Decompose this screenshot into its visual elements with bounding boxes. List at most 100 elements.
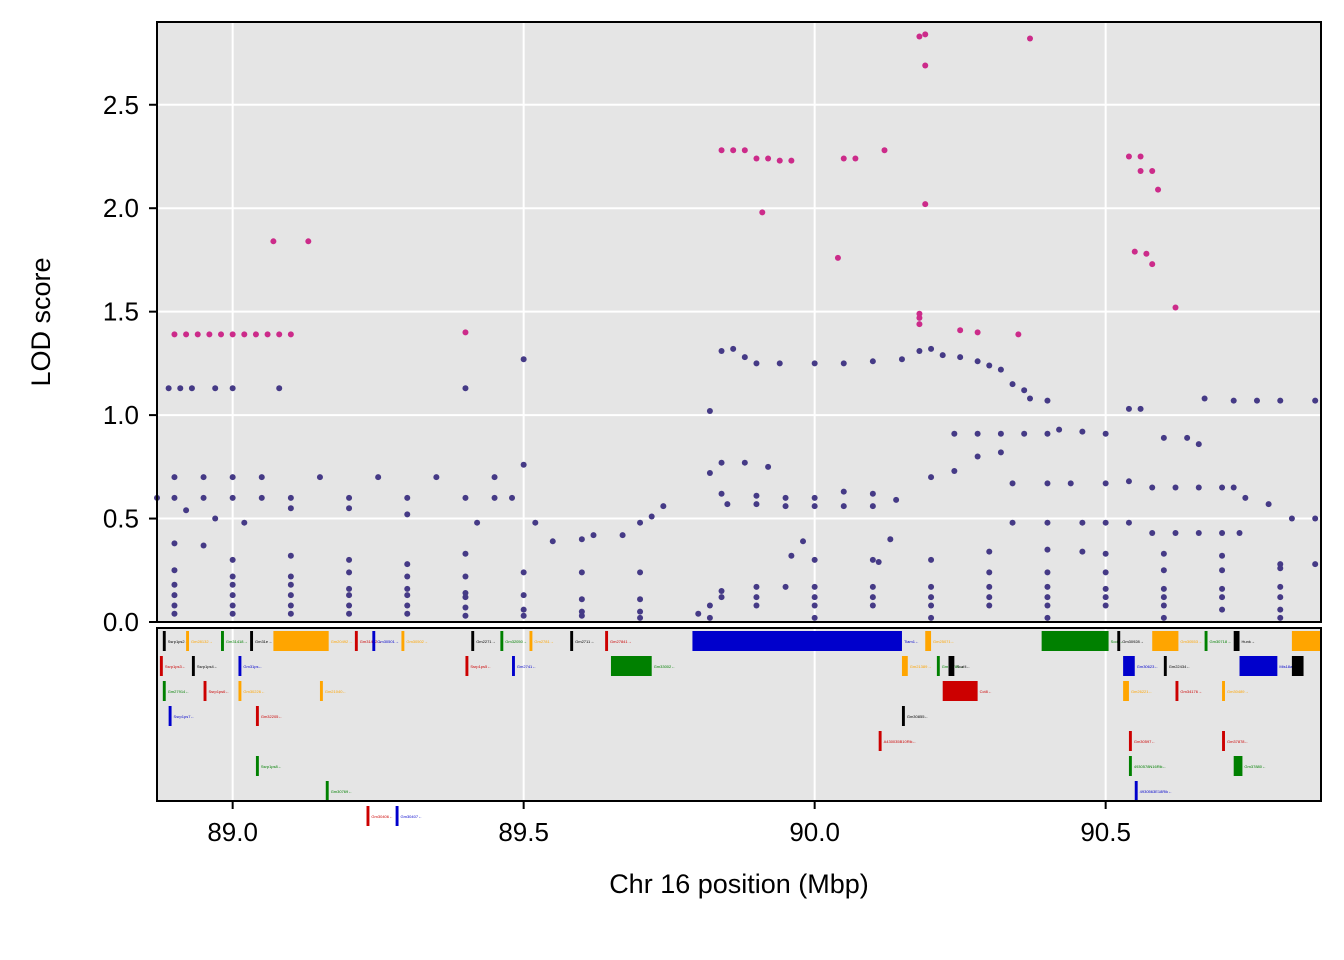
highlight-point	[765, 155, 772, 162]
gene-block	[168, 706, 172, 726]
gene-label: Gm28132→	[191, 639, 213, 644]
lod-point	[951, 430, 958, 437]
lod-point	[619, 532, 626, 539]
lod-point	[986, 594, 993, 601]
lod-point	[171, 567, 178, 574]
gene-block	[1291, 631, 1321, 651]
lod-point	[811, 494, 818, 501]
y-tick-label: 2.5	[103, 90, 139, 120]
lod-point	[718, 459, 725, 466]
lod-point	[765, 463, 772, 470]
highlight-point	[776, 157, 783, 164]
lod-point	[462, 550, 469, 557]
lod-point	[986, 569, 993, 576]
highlight-point	[974, 329, 981, 336]
gene-label: Sod1←	[1111, 639, 1124, 644]
gene-label: 4930578N16Rik←	[1134, 764, 1167, 769]
highlight-point	[194, 331, 201, 338]
highlight-point	[287, 331, 294, 338]
lod-point	[287, 552, 294, 559]
lod-point	[171, 474, 178, 481]
lod-point	[1044, 397, 1051, 404]
lod-point	[1044, 480, 1051, 487]
lod-point	[1230, 484, 1237, 491]
lod-point	[637, 519, 644, 526]
lod-point	[578, 596, 585, 603]
lod-point	[840, 488, 847, 495]
lod-point	[916, 347, 923, 354]
y-tick-label: 2.0	[103, 193, 139, 223]
lod-point	[1160, 594, 1167, 601]
lod-point	[1219, 594, 1226, 601]
gene-label: Ssrp1ps6←	[208, 689, 229, 694]
lod-point	[578, 612, 585, 619]
gene-label: Gm30928→	[1122, 639, 1144, 644]
lod-point	[718, 594, 725, 601]
lod-point	[1230, 397, 1237, 404]
gene-label: Gm30597←	[1134, 739, 1156, 744]
lod-point	[520, 569, 527, 576]
gene-label: Gm27841→	[610, 639, 632, 644]
gene-block	[692, 631, 902, 651]
lod-point	[200, 474, 207, 481]
lod-point	[776, 360, 783, 367]
lod-point	[1277, 565, 1284, 572]
gene-label: Gm30502→	[406, 639, 428, 644]
lod-point	[1021, 430, 1028, 437]
lod-point	[1044, 569, 1051, 576]
y-tick-label: 0.0	[103, 607, 139, 637]
gene-label: Gm2781→	[534, 639, 553, 644]
lod-point	[287, 573, 294, 580]
lod-point	[433, 474, 440, 481]
gene-block	[401, 631, 405, 651]
gene-track: Ssrp1ps2→ Gm28132→ Gm31418→ Gm31e→ Gm20492→ G…	[159, 631, 1321, 826]
lod-point	[840, 360, 847, 367]
lod-point	[346, 505, 353, 512]
lod-point	[1044, 614, 1051, 621]
lod-point	[811, 583, 818, 590]
lod-point	[1102, 430, 1109, 437]
lod-point	[404, 610, 411, 617]
gene-block	[255, 706, 259, 726]
lod-point	[229, 581, 236, 588]
gene-label: Gm2711→	[575, 639, 594, 644]
highlight-point	[1137, 167, 1144, 174]
lod-point	[520, 592, 527, 599]
lod-point	[637, 614, 644, 621]
gene-panel	[157, 628, 1321, 801]
lod-point	[1067, 480, 1074, 487]
lod-point	[491, 474, 498, 481]
lod-point	[1219, 552, 1226, 559]
lod-point	[229, 474, 236, 481]
gene-label: Gm33002←	[654, 664, 676, 669]
lod-point	[462, 590, 469, 597]
gene-label: Gm30407←	[401, 814, 423, 819]
x-axis-title: Chr 16 position (Mbp)	[609, 869, 869, 899]
gene-label: Tiam1←	[904, 639, 919, 644]
lod-point	[1009, 480, 1016, 487]
lod-point	[346, 585, 353, 592]
lod-point	[986, 602, 993, 609]
lod-point	[1149, 484, 1156, 491]
gene-block	[1134, 781, 1138, 801]
lod-point	[462, 594, 469, 601]
lod-point	[782, 503, 789, 510]
lod-point	[1044, 583, 1051, 590]
lod-point	[404, 494, 411, 501]
lod-point	[741, 354, 748, 361]
lod-point	[171, 592, 178, 599]
lod-point	[811, 602, 818, 609]
lod-point	[718, 490, 725, 497]
plot-panel	[157, 22, 1321, 622]
lod-point	[1125, 519, 1132, 526]
lod-point	[520, 461, 527, 468]
gene-block	[1222, 681, 1225, 701]
lod-point	[753, 583, 760, 590]
lod-point	[1195, 484, 1202, 491]
gene-label: Gm26221←	[1131, 689, 1153, 694]
lod-point	[520, 612, 527, 619]
lod-point	[1079, 548, 1086, 555]
plot-border	[156, 21, 1322, 623]
lod-point	[462, 573, 469, 580]
lod-point	[229, 385, 236, 392]
